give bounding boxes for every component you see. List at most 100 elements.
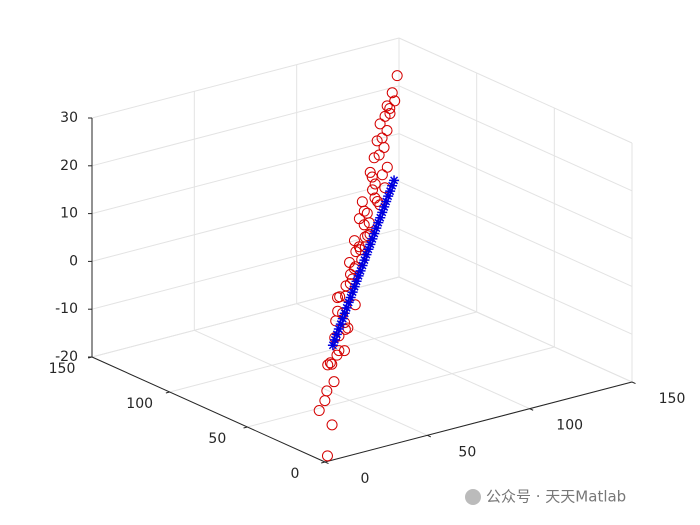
grid-line: [398, 37, 633, 144]
circle-marker: [324, 357, 336, 369]
y-tick-label: 150: [49, 361, 76, 377]
z-tick-label: 10: [60, 206, 78, 222]
circle-marker: [353, 213, 365, 225]
circle-marker: [369, 178, 381, 190]
data-point: [345, 268, 357, 280]
circle-marker: [381, 100, 393, 112]
circle-marker: [326, 358, 338, 370]
asterisk-marker: [339, 308, 350, 319]
data-point: [381, 196, 392, 207]
asterisk-marker: [371, 223, 382, 234]
asterisk-marker: [329, 334, 340, 345]
x-tick: [529, 408, 534, 411]
data-point: [353, 270, 364, 281]
circle-marker: [374, 118, 386, 130]
asterisk-marker: [369, 228, 380, 239]
circle-marker: [340, 280, 352, 292]
data-point: [347, 287, 358, 298]
data-point: [377, 207, 388, 218]
grid-line: [398, 228, 633, 335]
z-tick-label: -20: [55, 349, 78, 365]
y-tick-label: 50: [208, 431, 226, 447]
asterisk-marker: [355, 265, 366, 276]
data-point: [349, 281, 360, 292]
circle-marker: [328, 376, 340, 388]
data-point: [358, 205, 370, 217]
asterisk-marker: [379, 201, 390, 212]
asterisk-marker: [345, 292, 356, 303]
circle-marker: [338, 345, 350, 357]
grid-line: [398, 85, 633, 192]
circle-marker: [381, 125, 393, 136]
data-point: [326, 358, 338, 370]
data-point: [369, 228, 380, 239]
asterisk-marker: [387, 180, 398, 191]
asterisk-marker: [337, 313, 348, 324]
circle-marker: [358, 205, 370, 217]
data-point: [338, 345, 350, 357]
asterisk-marker: [351, 276, 362, 287]
circle-marker: [381, 161, 393, 173]
data-point: [384, 102, 396, 114]
data-point: [342, 322, 354, 334]
asterisk-marker: [359, 255, 370, 266]
data-point: [313, 405, 325, 417]
watermark-group: 公众号 · 天天Matlab: [465, 488, 626, 506]
data-point: [337, 313, 348, 324]
data-point: [363, 244, 374, 255]
asterisk-marker: [383, 191, 394, 202]
data-point: [381, 125, 393, 136]
data-point: [381, 100, 393, 112]
y-tick-label: 100: [126, 396, 153, 412]
data-point: [319, 395, 331, 407]
circle-marker: [322, 359, 334, 371]
circle-marker: [384, 108, 396, 120]
data-point: [383, 191, 394, 202]
data-point: [326, 419, 338, 431]
watermark-icon: [465, 489, 481, 505]
asterisk-marker: [357, 260, 368, 271]
data-point: [335, 319, 346, 330]
data-point: [357, 260, 368, 271]
y-tick: [165, 391, 170, 394]
z-tick-label: 20: [60, 158, 78, 174]
data-point: [332, 292, 344, 304]
asterisk-marker: [361, 249, 372, 260]
data-point: [366, 171, 378, 183]
data-point: [329, 334, 340, 345]
grid-line: [398, 276, 633, 383]
z-tick-label: 0: [69, 253, 78, 269]
data-point: [373, 217, 384, 228]
data-point: [364, 166, 376, 178]
x-tick: [427, 434, 432, 438]
circle-marker: [389, 95, 401, 107]
x-axis: [324, 381, 633, 463]
asterisk-marker: [335, 319, 346, 330]
asterisk-marker: [331, 329, 342, 340]
circle-marker: [332, 292, 344, 304]
watermark: 公众号 · 天天Matlab: [486, 488, 626, 506]
y-tick-label: 0: [291, 466, 300, 482]
asterisk-marker: [367, 233, 378, 244]
x-tick-label: 50: [458, 444, 476, 460]
circle-marker: [386, 87, 398, 99]
data-point: [374, 118, 386, 130]
grid-line: [91, 85, 400, 167]
data-point: [365, 239, 376, 250]
data-point: [375, 212, 386, 223]
circle-marker: [364, 166, 376, 178]
data-point: [343, 297, 354, 308]
asterisk-marker: [373, 217, 384, 228]
circle-marker: [333, 345, 345, 357]
asterisk-marker: [385, 186, 396, 197]
circle-marker: [376, 169, 388, 181]
data-point: [333, 323, 344, 334]
data-point: [355, 265, 366, 276]
data-point: [339, 308, 350, 319]
data-point: [359, 255, 370, 266]
data-point: [367, 184, 379, 196]
grid-line: [169, 311, 477, 393]
circle-marker: [373, 149, 385, 161]
x-tick-label: 100: [556, 418, 583, 434]
